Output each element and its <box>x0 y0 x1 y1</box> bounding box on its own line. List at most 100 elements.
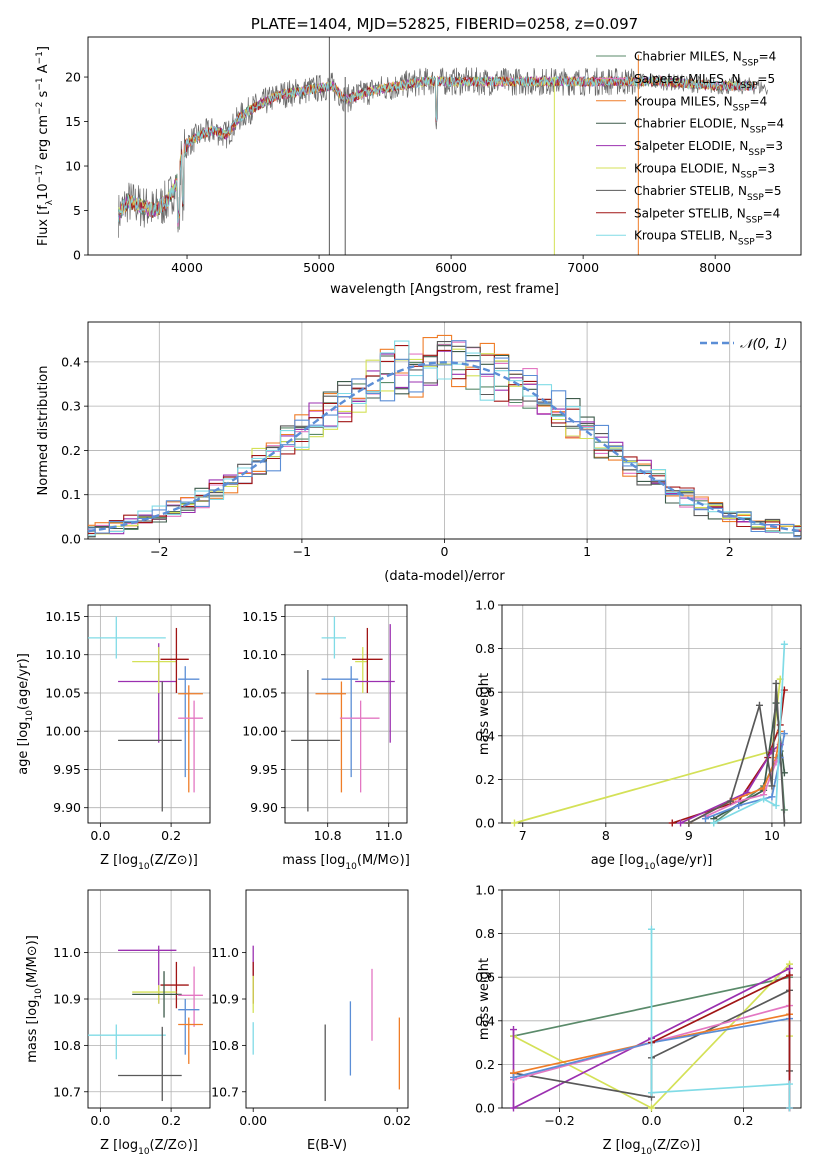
x-tick-label: −0.2 <box>544 1113 574 1128</box>
y-tick-label: 0.6 <box>475 970 495 985</box>
weight-point <box>701 815 709 823</box>
weight-point <box>768 782 776 790</box>
y-tick-label: 0.4 <box>475 728 495 743</box>
weight-point <box>755 701 763 709</box>
y-tick-label: 9.90 <box>53 800 81 815</box>
weight-point <box>760 795 768 803</box>
legend-entry: Kroupa ELODIE, NSSP=3 <box>634 162 775 181</box>
legend-entry: Salpeter MILES, NSSP=5 <box>634 72 775 91</box>
y-tick-label: 10.00 <box>45 724 81 739</box>
y-tick-label: 10 <box>65 159 81 174</box>
y-tick-label: 0.3 <box>61 399 81 414</box>
y-tick-label: 10.15 <box>242 609 278 624</box>
axes-frame <box>501 604 802 824</box>
x-tick-label: −1 <box>293 544 311 559</box>
x-tick-label: 0.0 <box>642 1113 662 1128</box>
age-vs-mass-panel: 10.8 11.0 9.90 9.95 10.00 10.05 10.10 10.15 mass… <box>242 604 410 872</box>
y-axis-label: age [log10(age/yr)] <box>16 653 35 775</box>
x-tick-label: 0.00 <box>239 1113 267 1128</box>
x-tick-label: 0.2 <box>161 828 181 843</box>
x-tick-label: 4000 <box>171 260 203 275</box>
plot-area <box>88 37 801 255</box>
y-tick-label: 9.90 <box>250 800 278 815</box>
weight-line-kroupa_stelib <box>650 929 791 1108</box>
y-tick-label: 10.7 <box>211 1084 239 1099</box>
weight-point <box>648 925 655 933</box>
weight-point <box>510 819 518 827</box>
histogram-kroupa_stelib <box>88 340 801 536</box>
y-tick-label: 10.7 <box>53 1084 81 1099</box>
y-tick-label: 15 <box>65 114 81 129</box>
y-tick-label: 0.4 <box>61 354 81 369</box>
legend-entry: Salpeter ELODIE, NSSP=3 <box>634 139 783 158</box>
x-tick-label: 0.0 <box>90 828 110 843</box>
weight-point <box>726 797 734 805</box>
y-tick-label: 0.2 <box>61 443 81 458</box>
weight-point <box>685 819 693 827</box>
weight-point <box>772 802 780 810</box>
y-axis-label: Normed distribution <box>36 366 51 496</box>
axes-frame <box>245 889 409 1109</box>
plot-area <box>246 890 408 1108</box>
axes-frame <box>87 889 211 1109</box>
legend-entry: Kroupa STELIB, NSSP=3 <box>634 229 772 248</box>
weight-point <box>780 640 788 648</box>
x-axis-label: age [log10(age/yr)] <box>591 853 713 872</box>
plot-area <box>285 605 407 823</box>
y-tick-label: 0 <box>73 248 81 263</box>
y-axis-label: mass weight <box>477 958 492 1040</box>
weight-point <box>668 819 676 827</box>
x-tick-label: −2 <box>150 544 168 559</box>
y-tick-label: 11.0 <box>53 945 81 960</box>
spectrum-panel: 4000 5000 6000 7000 8000 0 5 10 15 20 PLATE=1404, … <box>35 15 802 297</box>
y-tick-label: 20 <box>65 70 81 85</box>
y-tick-label: 10.8 <box>211 1038 239 1053</box>
x-tick-label: 5000 <box>303 260 335 275</box>
histogram-blue <box>88 340 801 538</box>
y-tick-label: 11.0 <box>211 945 239 960</box>
histogram-salpeter_miles <box>88 341 801 532</box>
mass-vs-metallicity-panel: 0.0 0.2 10.7 10.8 10.9 11.0 Z [log10(Z/Z⊙)] mas… <box>25 889 211 1157</box>
x-axis-label: (data-model)/error <box>384 569 505 584</box>
weight-point <box>710 819 718 827</box>
y-tick-label: 10.10 <box>242 647 278 662</box>
weight-point <box>648 1104 655 1112</box>
age-vs-metallicity-panel: 0.0 0.2 9.90 9.95 10.00 10.05 10.10 10.15 Z [log… <box>16 604 211 872</box>
axes-frame <box>87 36 802 256</box>
weight-point <box>677 819 685 827</box>
y-tick-label: 0.2 <box>475 1057 495 1072</box>
axes-frame <box>87 321 802 540</box>
weight-vs-age-panel: 7 8 9 10 0.0 0.2 0.4 0.6 0.8 1.0 age [log10(age/yr… <box>475 598 802 872</box>
weight-point <box>735 802 743 810</box>
x-tick-label: 11.0 <box>375 828 403 843</box>
y-tick-label: 0.1 <box>61 487 81 502</box>
x-tick-label: 0 <box>441 544 449 559</box>
x-tick-label: 0.2 <box>734 1113 754 1128</box>
axes-frame <box>284 604 408 824</box>
x-axis-label: Z [log10(Z/Z⊙)] <box>100 1138 198 1157</box>
y-tick-label: 10.05 <box>45 685 81 700</box>
weight-point <box>786 1104 793 1112</box>
plot-area <box>88 605 210 823</box>
weight-point <box>786 1080 793 1088</box>
spectrum-series-kroupa_stelib <box>118 75 755 223</box>
x-axis-label: Z [log10(Z/Z⊙)] <box>603 1138 701 1157</box>
x-axis-label: mass [log10(M/M⊙)] <box>282 853 410 872</box>
x-tick-label: 9 <box>685 828 693 843</box>
y-tick-label: 0.0 <box>475 816 495 831</box>
weight-point <box>780 819 788 827</box>
weight-point <box>768 747 776 755</box>
y-tick-label: 10.15 <box>45 609 81 624</box>
y-tick-label: 10.9 <box>53 992 81 1007</box>
y-tick-label: 9.95 <box>250 762 278 777</box>
weight-point <box>772 679 780 687</box>
y-tick-label: 0.8 <box>475 641 495 656</box>
x-tick-label: 6000 <box>435 260 467 275</box>
x-tick-label: 7 <box>519 828 527 843</box>
weight-point <box>510 1073 517 1081</box>
weight-point <box>510 1026 517 1034</box>
histogram-chabrier_stelib <box>88 341 801 538</box>
weight-point <box>786 971 793 979</box>
legend-entry: Chabrier STELIB, NSSP=5 <box>634 184 782 203</box>
